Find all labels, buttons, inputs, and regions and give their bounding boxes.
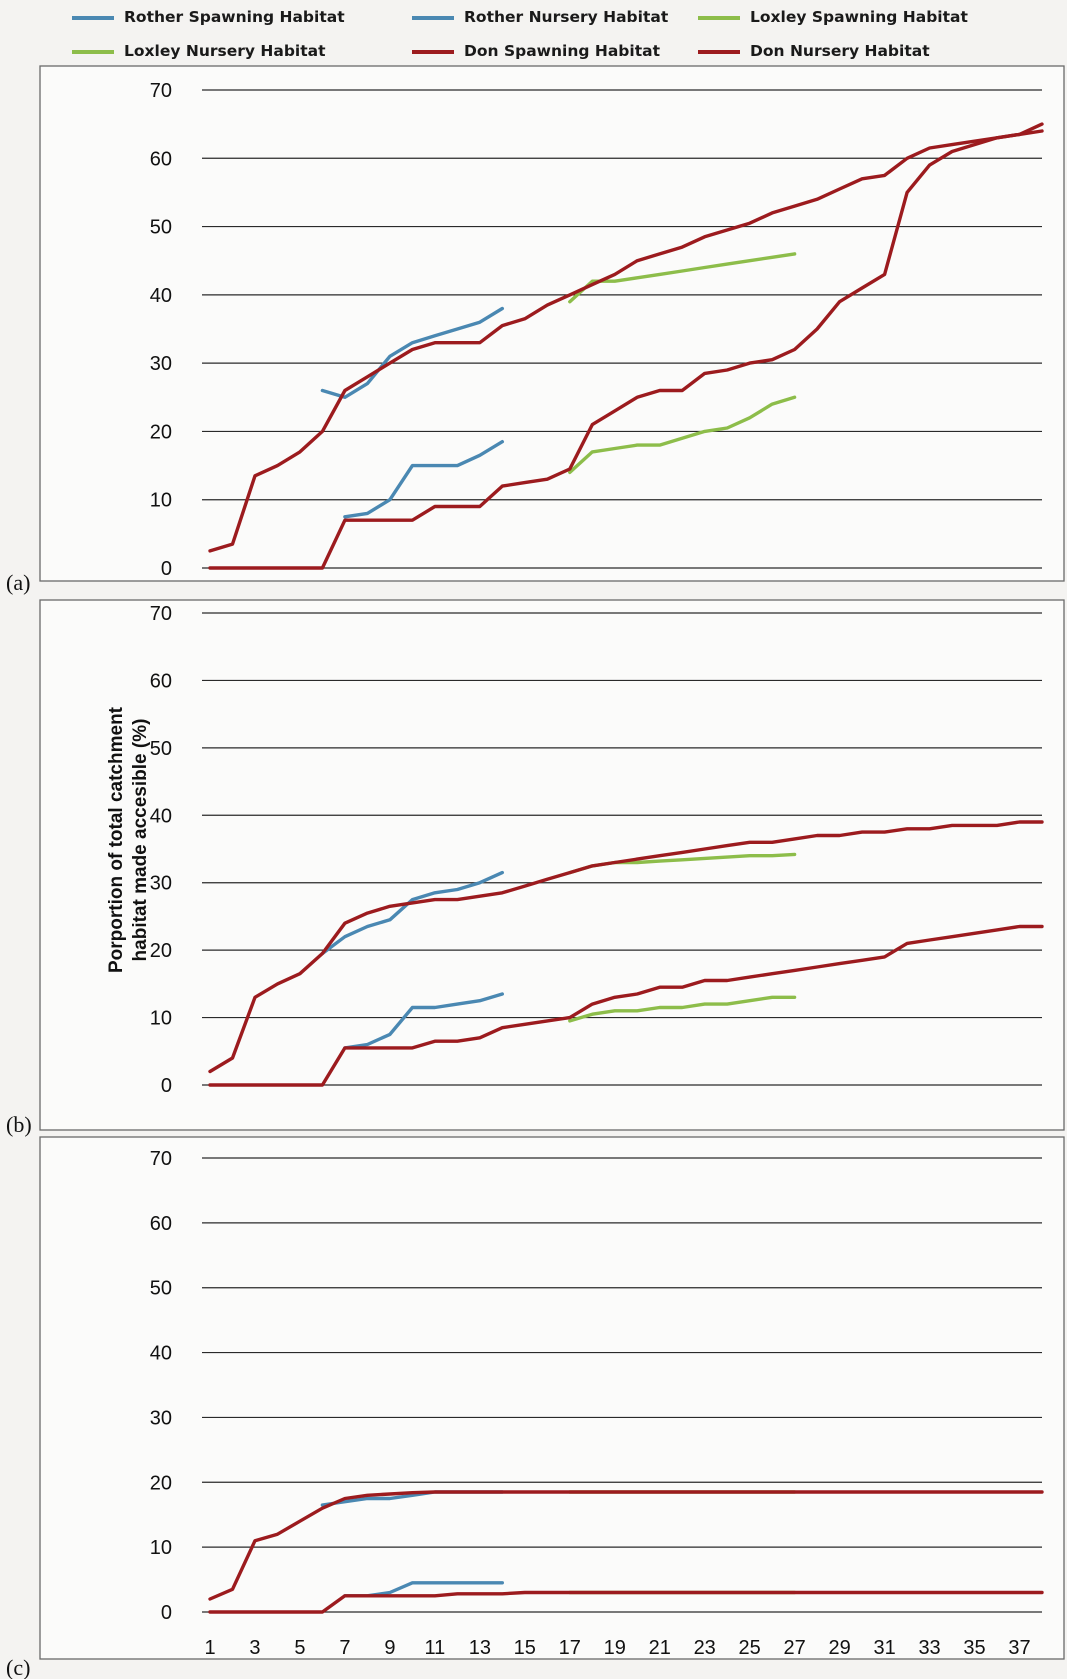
legend-label: Loxley Nursery Habitat: [124, 42, 326, 60]
legend-swatch: [412, 16, 454, 20]
y-tick-label: 0: [161, 1602, 172, 1624]
legend-swatch: [698, 50, 740, 54]
x-tick-label: 7: [339, 1637, 350, 1659]
y-tick-label: 60: [150, 148, 172, 170]
series-line: [568, 395, 797, 475]
legend-label: Don Nursery Habitat: [750, 42, 930, 60]
series-line: [320, 306, 504, 399]
series-line: [208, 1590, 1044, 1614]
y-tick-label: 70: [150, 603, 172, 625]
panel-label: (b): [6, 1112, 32, 1137]
x-tick-label: 19: [604, 1637, 626, 1659]
x-tick-label: 37: [1008, 1637, 1030, 1659]
y-tick-label: 20: [150, 940, 172, 962]
legend-label: Loxley Spawning Habitat: [750, 8, 968, 26]
y-tick-label: 50: [150, 217, 172, 239]
x-tick-label: 21: [649, 1637, 671, 1659]
x-tick-label: 9: [384, 1637, 395, 1659]
legend-swatch: [72, 16, 114, 20]
series-line: [568, 995, 797, 1023]
series-line: [208, 122, 1044, 570]
series-line: [343, 992, 504, 1050]
series-line: [568, 252, 797, 304]
y-tick-label: 70: [150, 80, 172, 102]
y-tick-label: 50: [150, 1278, 172, 1300]
x-tick-label: 33: [918, 1637, 940, 1659]
legend-swatch: [72, 50, 114, 54]
legend-label: Rother Spawning Habitat: [124, 8, 345, 26]
panel-frame: [39, 1136, 1065, 1660]
y-axis-label-line-1: Porportion of total catchment: [106, 706, 127, 973]
x-tick-label: 27: [784, 1637, 806, 1659]
x-tick-label: 29: [828, 1637, 850, 1659]
x-tick-label: 13: [469, 1637, 491, 1659]
y-tick-label: 30: [150, 353, 172, 375]
x-tick-label: 25: [739, 1637, 761, 1659]
x-tick-label: 31: [873, 1637, 895, 1659]
y-tick-label: 20: [150, 1472, 172, 1494]
y-tick-label: 40: [150, 285, 172, 307]
y-tick-label: 10: [150, 490, 172, 512]
series-line: [320, 870, 504, 956]
panel-frame: [39, 65, 1065, 582]
y-tick-label: 30: [150, 1407, 172, 1429]
legend-swatch: [412, 50, 454, 54]
y-tick-label: 40: [150, 1343, 172, 1365]
x-tick-label: 11: [424, 1637, 445, 1659]
legend-label: Don Spawning Habitat: [464, 42, 660, 60]
y-tick-label: 70: [150, 1148, 172, 1170]
x-tick-label: 17: [559, 1637, 581, 1659]
y-tick-label: 0: [161, 1075, 172, 1097]
legend-label: Rother Nursery Habitat: [464, 8, 669, 26]
y-tick-label: 30: [150, 873, 172, 895]
y-tick-label: 10: [150, 1537, 172, 1559]
panel-label: (c): [6, 1655, 30, 1679]
y-tick-label: 40: [150, 805, 172, 827]
series-line: [208, 924, 1044, 1087]
series-line: [208, 820, 1044, 1074]
series-line: [208, 1490, 1044, 1601]
panel-label: (a): [6, 570, 30, 595]
y-tick-label: 60: [150, 1213, 172, 1235]
x-tick-label: 23: [694, 1637, 716, 1659]
y-tick-label: 20: [150, 421, 172, 443]
panel-frame: [39, 599, 1065, 1131]
x-tick-label: 35: [963, 1637, 985, 1659]
y-tick-label: 0: [161, 558, 172, 580]
series-line: [208, 129, 1044, 553]
y-tick-label: 60: [150, 670, 172, 692]
y-tick-label: 10: [150, 1008, 172, 1030]
y-tick-label: 50: [150, 738, 172, 760]
legend-swatch: [698, 16, 740, 20]
x-tick-label: 3: [249, 1637, 260, 1659]
x-tick-label: 5: [294, 1637, 305, 1659]
x-tick-label: 1: [204, 1637, 215, 1659]
series-line: [343, 440, 504, 519]
chart-panel: 0 10 20 30 40 50 60 70 (a): [6, 65, 1065, 595]
chart-legend: Rother Spawning Habitat Rother Nursery Ha…: [0, 0, 1067, 60]
y-axis-label-line-2: habitat made accesible (%): [130, 719, 151, 962]
x-tick-label: 15: [514, 1637, 536, 1659]
chart-panel: 0 10 20 30 40 50 60 70 (b): [6, 599, 1065, 1137]
